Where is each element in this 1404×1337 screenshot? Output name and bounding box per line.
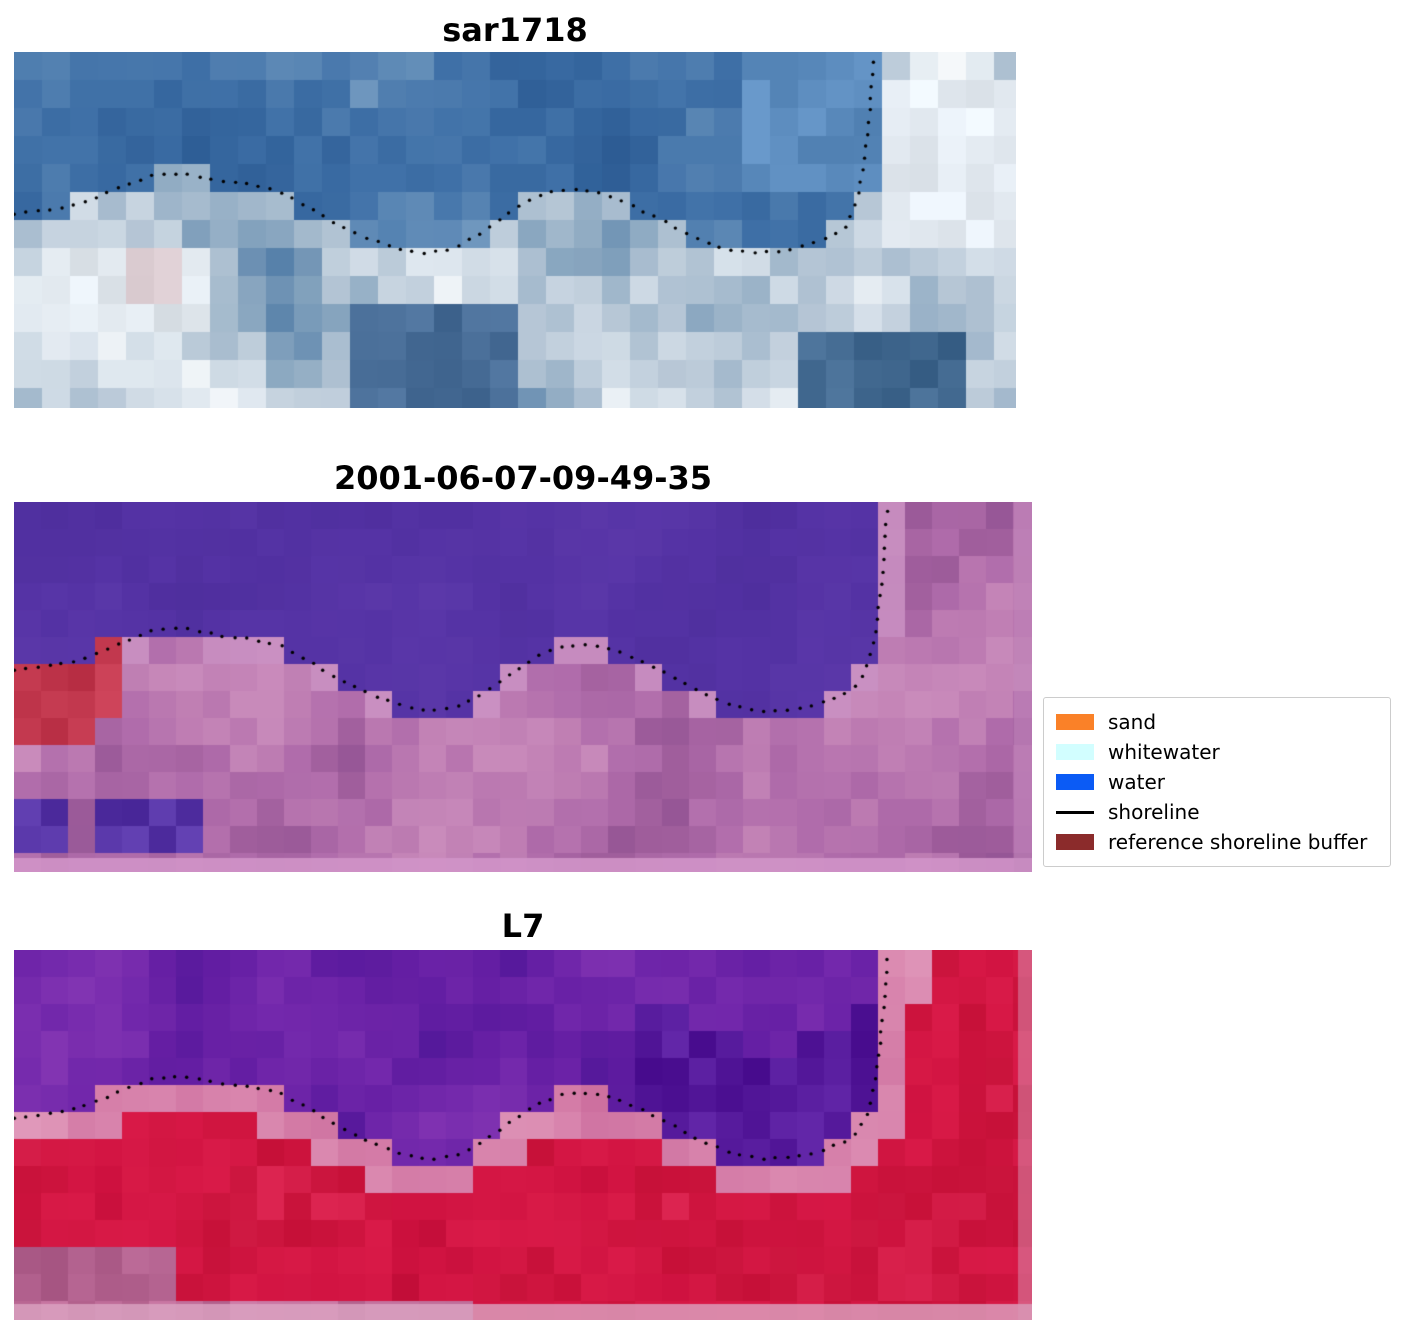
panel-1-title: sar1718 <box>442 11 588 49</box>
panel-1-image <box>14 52 1016 408</box>
water-swatch-icon <box>1056 774 1094 790</box>
sand-swatch-icon <box>1056 714 1094 730</box>
panel-2-image <box>14 502 1032 872</box>
legend-item-water: water <box>1044 767 1390 797</box>
legend-item-whitewater: whitewater <box>1044 737 1390 767</box>
legend-item-label: sand <box>1108 710 1157 734</box>
legend-item-label: shoreline <box>1108 800 1200 824</box>
legend-item-label: reference shoreline buffer <box>1108 830 1368 854</box>
legend-item-sand: sand <box>1044 707 1390 737</box>
whitewater-swatch-icon <box>1056 744 1094 760</box>
reference-shoreline-buffer-swatch-icon <box>1056 834 1094 850</box>
legend: sand whitewater water shoreline referenc… <box>1043 697 1391 867</box>
panel-2-title: 2001-06-07-09-49-35 <box>333 459 713 497</box>
legend-item-label: water <box>1108 770 1165 794</box>
panel-3-image <box>14 950 1032 1320</box>
shoreline-line-icon <box>1056 810 1094 814</box>
panel-3-title: L7 <box>501 907 545 945</box>
legend-item-label: whitewater <box>1108 740 1220 764</box>
legend-item-reference-shoreline-buffer: reference shoreline buffer <box>1044 827 1390 857</box>
legend-item-shoreline: shoreline <box>1044 797 1390 827</box>
